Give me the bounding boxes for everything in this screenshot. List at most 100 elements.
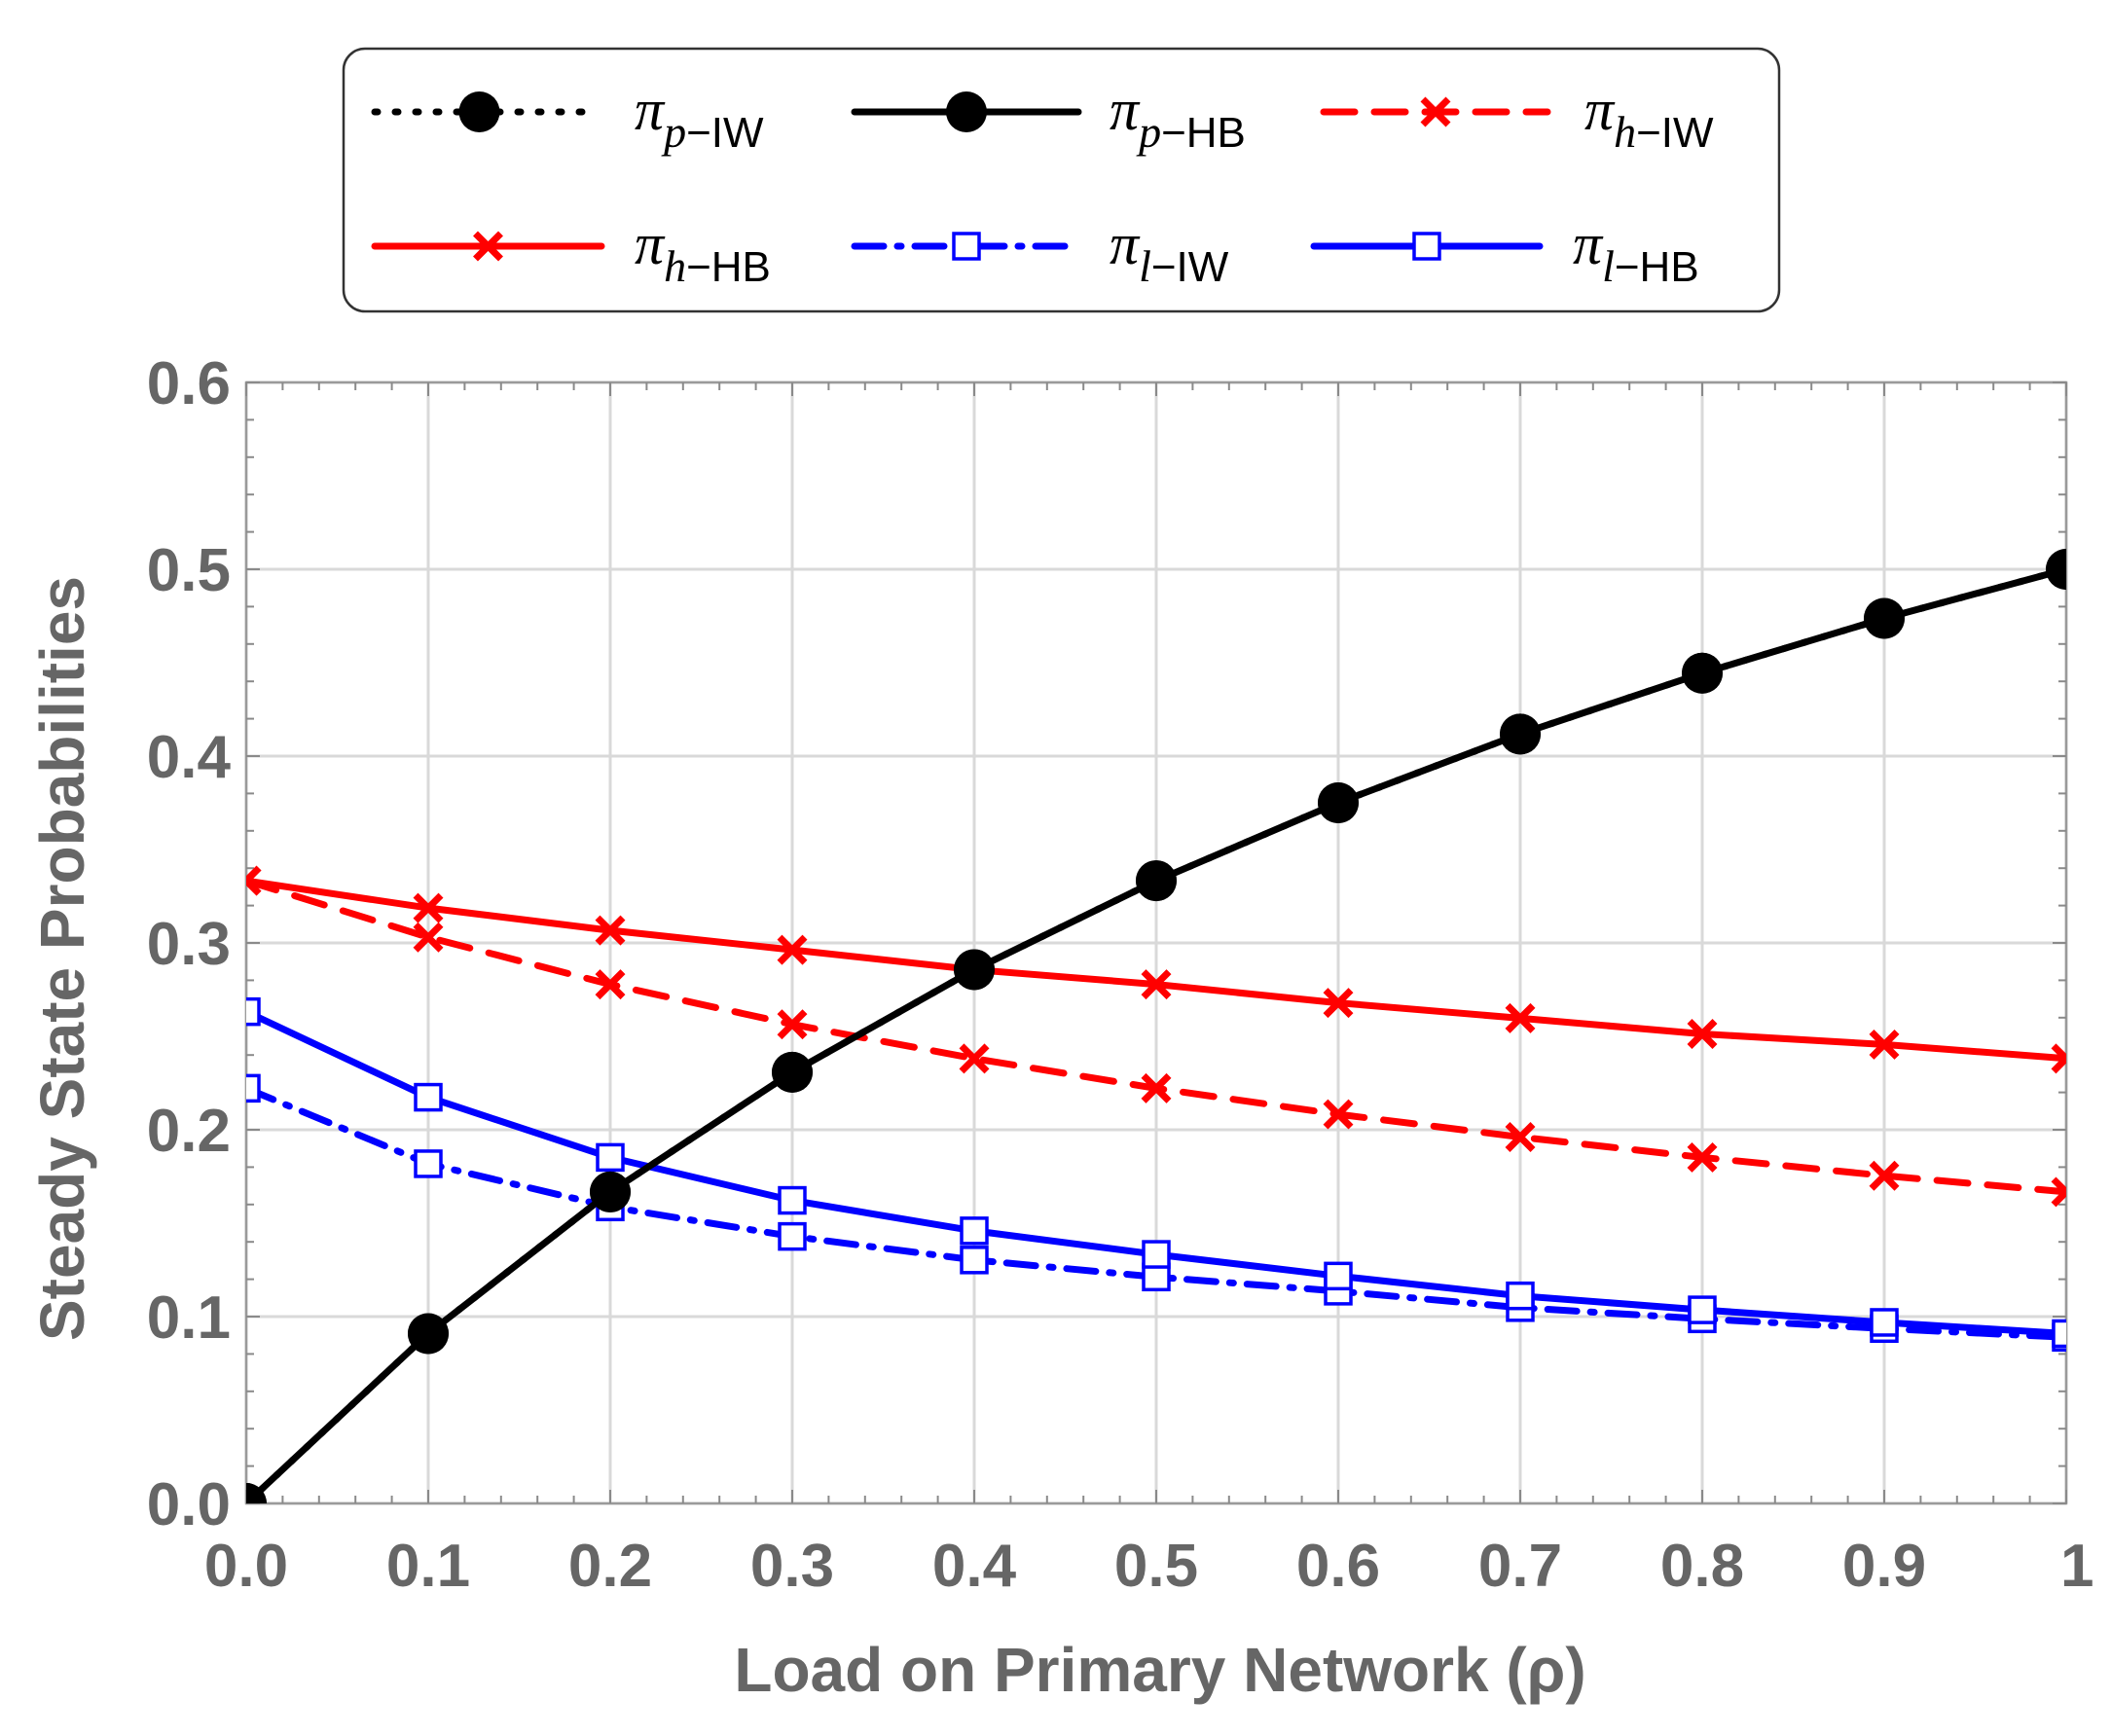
data-point-s3-6-stroke [1323, 988, 1354, 1019]
data-point-s3-10 [2051, 1043, 2066, 1074]
data-point-s3-1 [413, 892, 444, 923]
data-point-s5-9 [1870, 1308, 1899, 1337]
legend-label-symbol: π [1110, 212, 1141, 276]
data-point-s2-4-stroke [959, 1043, 990, 1074]
data-point-s2-9-stroke [1869, 1160, 1900, 1191]
legend-marker [952, 232, 981, 261]
legend-label: πh−IW [1584, 78, 1714, 157]
legend-label-subscript-text: −IW [1151, 243, 1229, 291]
legend-label: πp−IW [635, 78, 764, 157]
x-tick-label: 1 [2060, 1533, 2093, 1600]
data-point-s1-8 [1682, 652, 1723, 694]
legend-label-subscript-var: l [1139, 241, 1151, 291]
legend-label-subscript-var: l [1602, 241, 1615, 291]
data-point-s3-9 [1869, 1029, 1900, 1060]
data-point-s1-3 [772, 1051, 813, 1093]
legend-marker [458, 91, 500, 132]
legend-marker [1412, 232, 1441, 261]
legend-marker-stroke [473, 231, 503, 262]
data-point-s4-0 [246, 1073, 261, 1103]
x-axis-title: Load on Primary Network (ρ) [734, 1635, 1585, 1705]
data-point-s1-4 [954, 949, 995, 991]
legend-label-symbol: π [1573, 212, 1604, 276]
legend-marker-stroke [1420, 96, 1451, 127]
data-point-s3-9-stroke [1869, 1029, 1900, 1060]
legend-label-subscript-text: −HB [686, 243, 771, 291]
data-point-s2-6 [1323, 1099, 1354, 1130]
x-tick-label: 0.4 [932, 1533, 1017, 1600]
data-point-s3-10-stroke [2051, 1053, 2066, 1074]
legend-marker [1420, 96, 1451, 127]
data-point-s3-8-stroke [1687, 1019, 1718, 1049]
legend-label-symbol: π [1584, 78, 1616, 142]
data-point-s2-1 [413, 922, 444, 953]
legend-label-subscript-text: −HB [1161, 109, 1246, 157]
series-markers [246, 549, 2066, 1503]
x-tick-label: 0.8 [1660, 1533, 1744, 1600]
data-point-s2-5 [1141, 1072, 1172, 1103]
y-tick-label: 0.4 [147, 724, 232, 791]
data-point-s1-10 [2046, 549, 2066, 590]
data-point-s3-8 [1687, 1019, 1718, 1049]
tick-labels: 0.0 0.1 0.2 0.3 0.4 0.5 0.6 0.7 0.8 0.9 1 0.0 0.1 0.2… [147, 350, 2094, 1600]
legend-entry-5: πl−HB [1310, 212, 1699, 291]
data-point-s4-1 [414, 1149, 443, 1178]
data-point-s2-7 [1505, 1122, 1536, 1152]
data-point-s2-4 [959, 1043, 990, 1074]
data-point-s5-1 [414, 1082, 443, 1112]
x-tick-label: 0.2 [568, 1533, 652, 1600]
data-point-s2-10-stroke [2051, 1176, 2066, 1197]
legend-label: πl−IW [1110, 212, 1229, 291]
legend-entry-3: πh−HB [371, 212, 771, 291]
y-tick-label: 0.6 [147, 350, 231, 417]
data-point-s2-1-stroke [413, 922, 444, 953]
x-tick-label: 0.9 [1842, 1533, 1926, 1600]
data-point-s1-2 [590, 1171, 631, 1212]
data-point-s3-3 [777, 934, 808, 965]
data-point-s1-1 [408, 1313, 449, 1355]
data-point-s3-7 [1505, 1002, 1536, 1033]
data-point-s1-9 [1864, 597, 1905, 639]
data-point-s5-2 [596, 1142, 625, 1173]
data-point-s3-2-stroke [595, 915, 626, 946]
data-point-s5-8 [1688, 1295, 1717, 1324]
x-tick-label: 0.1 [386, 1533, 470, 1600]
data-point-s3-0 [246, 865, 262, 896]
legend-label-subscript-var: p [1136, 107, 1161, 157]
legend-label-symbol: π [635, 212, 666, 276]
x-tick-label: 0.7 [1478, 1533, 1562, 1600]
legend-label-symbol: π [1110, 78, 1141, 142]
data-point-s2-10 [2051, 1176, 2066, 1208]
data-point-s5-6 [1324, 1261, 1353, 1291]
data-point-s2-9 [1869, 1160, 1900, 1191]
plot-frame [244, 380, 2068, 1505]
data-point-s1-6 [1318, 782, 1359, 823]
legend-marker [946, 91, 987, 132]
data-point-s3-0-stroke [246, 876, 262, 896]
data-point-s3-0-stroke [246, 865, 262, 886]
data-point-s5-4 [960, 1216, 989, 1246]
data-point-s3-1-stroke [413, 892, 444, 923]
data-point-s3-5-stroke [1141, 969, 1172, 1000]
data-point-s2-3 [777, 1009, 808, 1040]
data-point-s3-5 [1141, 969, 1172, 1000]
data-point-s5-5 [1142, 1240, 1171, 1269]
legend-label: πh−HB [635, 212, 771, 291]
grid [244, 380, 2068, 1505]
x-tick-label: 0.5 [1114, 1533, 1198, 1600]
legend-entry-4: πl−IW [851, 212, 1229, 291]
legend-label-subscript-text: −IW [1636, 109, 1714, 157]
data-point-s2-3-stroke [777, 1009, 808, 1040]
legend-label-subscript-text: −IW [686, 109, 764, 157]
legend-marker [473, 231, 503, 262]
data-point-s3-7-stroke [1505, 1002, 1536, 1033]
data-point-s3-3-stroke [777, 934, 808, 965]
y-axis-title: Steady State Probabilities [27, 576, 97, 1341]
legend-entry-1: πp−HB [851, 78, 1246, 157]
y-tick-label: 0.5 [147, 537, 231, 604]
legend-box [342, 47, 1781, 313]
x-tick-label: 0.0 [204, 1533, 288, 1600]
y-tick-label: 0.2 [147, 1098, 231, 1165]
data-point-s1-0 [246, 1483, 267, 1503]
